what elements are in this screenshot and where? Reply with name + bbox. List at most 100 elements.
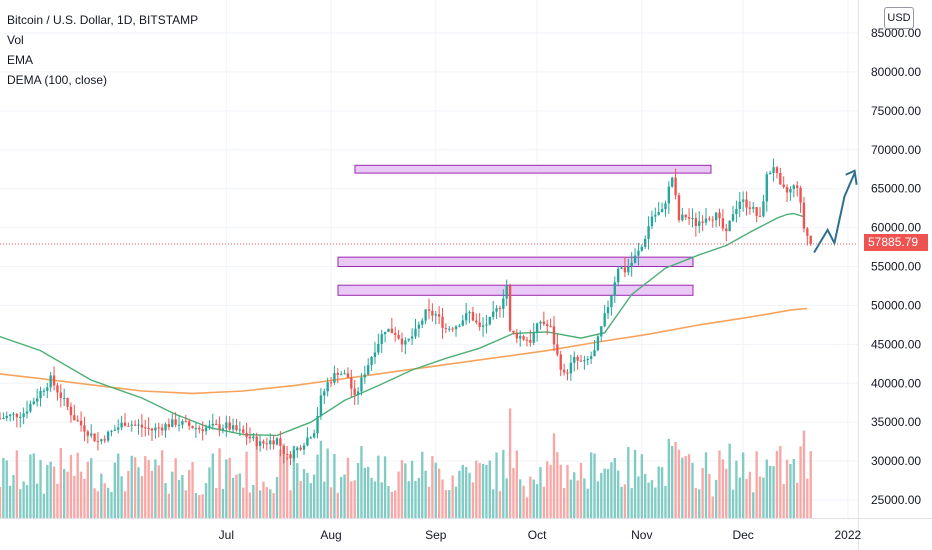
volume-bar (164, 483, 167, 518)
candle (738, 201, 741, 209)
volume-bar (383, 456, 387, 518)
candle (779, 173, 782, 185)
candle (481, 325, 485, 327)
volume-bar (782, 484, 785, 518)
candle (714, 212, 718, 221)
volume-bar (796, 482, 799, 518)
price-axis: 25000.00 30000.00 35000.00 40000.00 45000.00… (871, 26, 921, 507)
candle (535, 323, 539, 333)
candles (0, 158, 812, 466)
volume-bar (704, 452, 708, 518)
currency-button[interactable]: USD (884, 7, 914, 29)
legend-ema[interactable]: EMA (7, 53, 34, 67)
candle (573, 356, 576, 363)
candle (262, 441, 265, 444)
volume-bar (35, 483, 39, 518)
volume-bar (339, 476, 343, 518)
volume-bar (606, 469, 610, 518)
candle (701, 221, 704, 223)
volume-bar (627, 446, 630, 518)
candle (289, 454, 292, 459)
candle (529, 340, 532, 343)
volume-bar (491, 489, 495, 518)
candle (640, 246, 643, 251)
volume-bar (458, 470, 461, 518)
candle (512, 330, 515, 333)
candle (410, 336, 414, 339)
volume-bar (184, 490, 187, 518)
candle (792, 185, 796, 189)
volume-bar (19, 489, 22, 518)
candle (86, 431, 90, 436)
volume-bar (431, 455, 434, 518)
volume-bar (147, 460, 150, 518)
candle (201, 429, 204, 432)
volume-bar (204, 483, 208, 518)
volume-bar (390, 491, 394, 518)
volume-bar (417, 478, 421, 518)
price-zone (337, 284, 694, 296)
candle (252, 436, 255, 439)
volume-bar (380, 482, 383, 518)
volume-bar (211, 453, 214, 518)
candle (319, 395, 323, 416)
volume-bar (657, 466, 660, 518)
candle (762, 201, 765, 217)
volume-bar (120, 476, 123, 518)
volume-bar (356, 462, 360, 518)
volume-bar (306, 472, 309, 518)
volume-bar (613, 458, 616, 518)
volume-bars (0, 408, 812, 518)
candle (191, 425, 194, 429)
candle (373, 352, 377, 358)
legend-symbol[interactable]: Bitcoin / U.S. Dollar, 1D, BITSTAMP (7, 13, 199, 27)
candle (279, 438, 282, 446)
candle (458, 325, 461, 327)
candle (32, 401, 35, 405)
volume-bar (279, 449, 282, 518)
x-tick-label: Dec (732, 528, 753, 542)
volume-bar (505, 478, 508, 518)
candle (22, 413, 25, 417)
candle (566, 372, 569, 374)
candle (316, 415, 319, 434)
candle (113, 429, 117, 431)
volume-bar (623, 484, 627, 518)
candle (269, 440, 272, 445)
volume-bar (215, 488, 218, 518)
legend-vol[interactable]: Vol (7, 33, 24, 47)
volume-bar (248, 492, 252, 518)
candle (647, 226, 650, 240)
candle (525, 339, 529, 341)
legend-dema[interactable]: DEMA (100, close) (7, 73, 108, 87)
volume-bar (167, 493, 171, 518)
candle (302, 445, 306, 450)
volume-bar (127, 470, 130, 518)
volume-bar (508, 408, 512, 518)
candle (789, 188, 792, 193)
candle (694, 218, 698, 226)
volume-bar (106, 487, 110, 518)
volume-bar (714, 479, 718, 518)
candle (644, 239, 647, 247)
candle (120, 422, 123, 428)
candle (704, 218, 708, 223)
candle (414, 328, 417, 337)
candle (569, 362, 573, 374)
x-tick-label: Sep (425, 528, 447, 542)
candle (346, 373, 350, 378)
candle (684, 214, 687, 218)
volume-bar (269, 489, 272, 518)
volume-bar (522, 485, 525, 518)
candle (245, 432, 248, 437)
candle (606, 307, 610, 314)
volume-bar (285, 456, 289, 518)
candle (806, 228, 809, 236)
candle (73, 415, 76, 421)
candle (478, 322, 481, 327)
candle (90, 433, 93, 436)
volume-bar (461, 464, 464, 518)
volume-bar (52, 466, 56, 518)
volume-bar (0, 486, 2, 518)
